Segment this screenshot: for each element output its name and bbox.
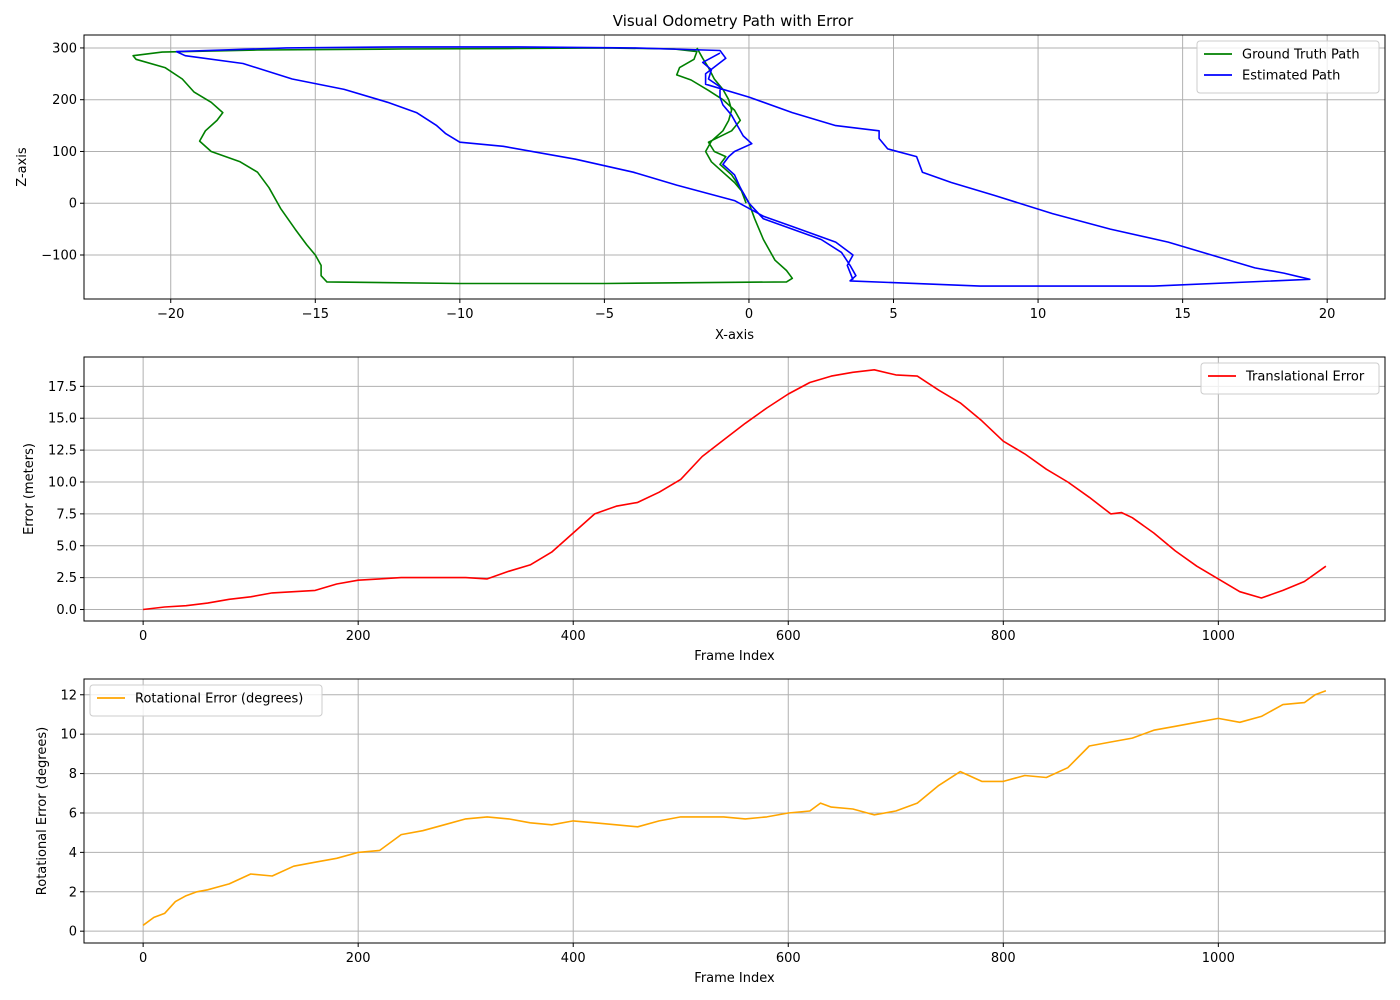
y-tick-label: 2 — [69, 885, 77, 900]
rotational-error-panel: 0 200 400 600 800 1000 0 2 4 6 8 10 12 Frame Index Rot… — [35, 678, 1386, 986]
x-tick-label: 20 — [1319, 307, 1336, 322]
path-panel: −20 −15 −10 −5 0 5 10 15 20 −100 0 100 200 300 X-axis Z… — [15, 34, 1386, 343]
x-tick-label: 10 — [1030, 307, 1047, 322]
x-tick-label: 200 — [346, 951, 371, 966]
x-tick-label: −20 — [157, 307, 184, 322]
x-tick-label: 0 — [139, 951, 147, 966]
legend-box — [1200, 362, 1380, 395]
y-tick-label: 0.0 — [56, 603, 77, 618]
x-tick-label: 600 — [776, 629, 801, 644]
y-tick-label: 12.5 — [48, 444, 77, 459]
x-tick-label: −10 — [446, 307, 473, 322]
legend-label: Rotational Error (degrees) — [135, 692, 303, 707]
y-tick-label: 100 — [52, 145, 77, 160]
y-tick-label: 6 — [69, 806, 77, 821]
y-tick-label: 2.5 — [56, 571, 77, 586]
series-line-1 — [132, 47, 794, 285]
legend: Rotational Error (degrees) — [89, 684, 323, 717]
legend-box — [1196, 40, 1380, 94]
figure-title: Visual Odometry Path with Error — [613, 12, 854, 30]
y-tick-label: −100 — [41, 249, 77, 264]
x-tick-label: 400 — [561, 951, 586, 966]
translational-error-panel: 0 200 400 600 800 1000 0.0 2.5 5.0 7.5 10.0 12.5 15.… — [22, 356, 1386, 664]
legend-label: Ground Truth Path — [1242, 48, 1360, 63]
legend-box — [89, 684, 323, 717]
legend: Translational Error — [1200, 362, 1380, 395]
y-axis-title: Z-axis — [15, 147, 30, 187]
y-tick-label: 200 — [52, 93, 77, 108]
y-tick-label: 10.0 — [48, 475, 77, 490]
series-line-1 — [143, 369, 1327, 611]
y-axis-title: Error (meters) — [22, 443, 37, 535]
legend-label: Translational Error — [1245, 370, 1365, 385]
y-tick-label: 8 — [69, 767, 77, 782]
y-tick-label: 0 — [69, 925, 77, 940]
plot-frame — [83, 356, 1386, 622]
legend: Ground Truth Path Estimated Path — [1196, 40, 1380, 94]
x-tick-label: 5 — [889, 307, 897, 322]
x-tick-label: 600 — [776, 951, 801, 966]
y-tick-label: 7.5 — [56, 507, 77, 522]
x-tick-label: 800 — [991, 951, 1016, 966]
x-axis-title: Frame Index — [694, 971, 775, 986]
x-tick-label: −15 — [302, 307, 329, 322]
y-tick-label: 4 — [69, 846, 77, 861]
x-tick-label: 1000 — [1202, 951, 1235, 966]
x-axis-title: X-axis — [715, 328, 754, 343]
x-axis-title: Frame Index — [694, 649, 775, 664]
x-tick-label: 0 — [745, 307, 753, 322]
y-tick-label: 0 — [69, 197, 77, 212]
y-tick-label: 5.0 — [56, 539, 77, 554]
y-axis-title: Rotational Error (degrees) — [35, 727, 50, 895]
x-tick-label: 15 — [1174, 307, 1191, 322]
x-tick-label: −5 — [595, 307, 614, 322]
x-tick-label: 400 — [561, 629, 586, 644]
series-line-2 — [175, 46, 1311, 287]
legend-label: Estimated Path — [1242, 69, 1340, 84]
y-tick-label: 12 — [60, 688, 77, 703]
x-tick-label: 0 — [139, 629, 147, 644]
y-tick-label: 300 — [52, 41, 77, 56]
y-tick-label: 17.5 — [48, 380, 77, 395]
x-tick-label: 800 — [991, 629, 1016, 644]
x-tick-label: 200 — [346, 629, 371, 644]
plot-frame — [83, 34, 1386, 300]
y-tick-label: 15.0 — [48, 412, 77, 427]
plot-frame — [83, 678, 1386, 944]
series-line-1 — [142, 690, 1327, 926]
y-tick-label: 10 — [60, 728, 77, 743]
x-tick-label: 1000 — [1202, 629, 1235, 644]
